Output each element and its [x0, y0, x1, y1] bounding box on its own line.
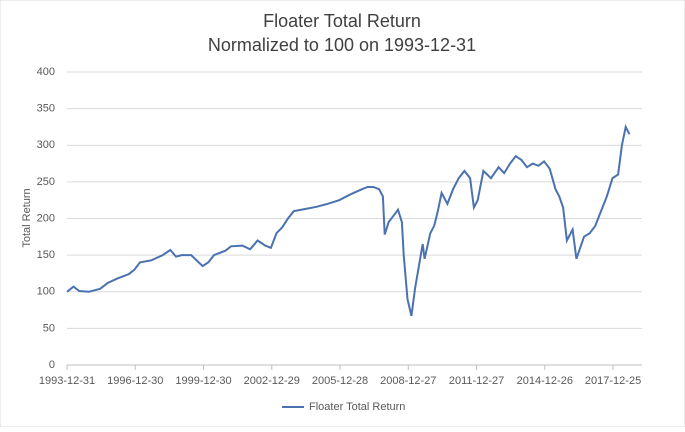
chart-title: Floater Total Return	[263, 11, 421, 31]
x-tick-label: 1996-12-30	[107, 375, 163, 387]
x-tick-label: 1999-12-30	[175, 375, 231, 387]
x-tick-label: 2011-12-27	[449, 375, 504, 387]
x-tick-label: 1993-12-31	[39, 375, 95, 387]
x-tick-label: 2002-12-29	[244, 375, 300, 387]
y-tick-label: 250	[37, 176, 55, 188]
y-tick-label: 150	[37, 249, 55, 261]
legend-label: Floater Total Return	[309, 401, 405, 413]
y-tick-label: 400	[37, 66, 55, 78]
line-series	[66, 123, 631, 317]
chart-subtitle: Normalized to 100 on 1993-12-31	[208, 35, 476, 55]
y-axis-label: Total Return	[21, 188, 33, 247]
x-tick-label: 2005-12-28	[312, 375, 368, 387]
x-tick-label: 2008-12-27	[380, 375, 436, 387]
x-tick-label: 2017-12-25	[585, 375, 641, 387]
x-tick-label: 2014-12-26	[517, 375, 573, 387]
y-tick-label: 50	[43, 322, 55, 334]
y-tick-label: 200	[37, 212, 55, 224]
y-tick-label: 350	[37, 103, 55, 115]
y-tick-label: 300	[37, 139, 55, 151]
y-tick-label: 0	[49, 359, 55, 371]
y-tick-label: 100	[37, 286, 55, 298]
